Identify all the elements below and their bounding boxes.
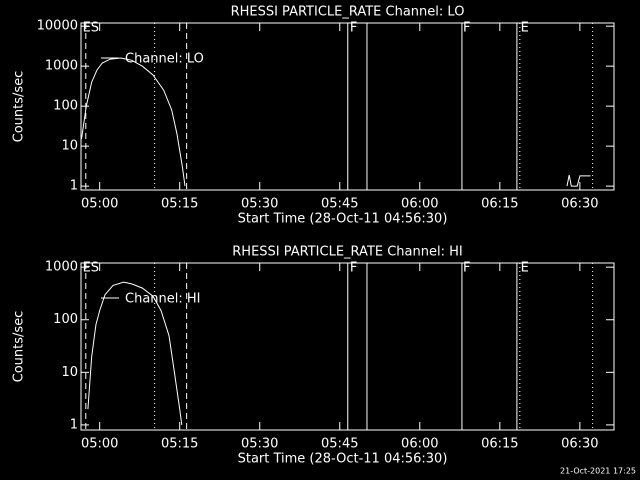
x-tick-label: 05:45 xyxy=(321,437,358,452)
y-tick-label: 1000 xyxy=(45,59,78,74)
y-tick-label: 10000 xyxy=(37,19,78,34)
annotation: F xyxy=(350,21,357,36)
annotation: ES xyxy=(83,261,99,276)
y-axis-label: Counts/sec xyxy=(12,311,27,383)
x-tick-label: 05:00 xyxy=(81,197,118,212)
x-tick-label: 06:00 xyxy=(401,197,438,212)
x-tick-label: 05:30 xyxy=(241,197,278,212)
y-tick-label: 100 xyxy=(53,312,78,327)
y-tick-label: 1 xyxy=(70,417,78,432)
y-tick-label: 10 xyxy=(61,139,78,154)
x-tick-label: 06:15 xyxy=(481,197,518,212)
x-tick-label: 05:45 xyxy=(321,197,358,212)
x-axis-label: Start Time (28-Oct-11 04:56:30) xyxy=(238,212,448,227)
annotation: E xyxy=(521,21,529,36)
chart-title: RHESSI PARTICLE_RATE Channel: HI xyxy=(232,245,462,260)
annotation: F xyxy=(463,21,470,36)
x-tick-label: 06:30 xyxy=(561,197,598,212)
y-tick-label: 100 xyxy=(53,99,78,114)
x-tick-label: 05:15 xyxy=(161,197,198,212)
legend-label: Channel: HI xyxy=(125,292,201,307)
timestamp: 21-Oct-2021 17:25 xyxy=(560,467,636,476)
x-tick-label: 06:00 xyxy=(401,437,438,452)
y-tick-label: 10 xyxy=(61,365,78,380)
x-tick-label: 05:15 xyxy=(161,437,198,452)
data-line xyxy=(87,281,183,425)
y-axis-label: Counts/sec xyxy=(12,71,27,143)
annotation: E xyxy=(521,261,529,276)
annotation: ES xyxy=(83,21,99,36)
annotation: F xyxy=(350,261,357,276)
x-tick-label: 05:30 xyxy=(241,437,278,452)
y-tick-label: 1 xyxy=(70,179,78,194)
x-tick-label: 05:00 xyxy=(81,437,118,452)
data-line xyxy=(81,57,591,187)
x-axis-label: Start Time (28-Oct-11 04:56:30) xyxy=(238,452,448,467)
x-tick-label: 06:30 xyxy=(561,437,598,452)
legend-label: Channel: LO xyxy=(125,52,204,67)
chart-title: RHESSI PARTICLE_RATE Channel: LO xyxy=(231,5,465,20)
annotation: F xyxy=(463,261,470,276)
y-tick-label: 1000 xyxy=(45,260,78,275)
x-tick-label: 06:15 xyxy=(481,437,518,452)
